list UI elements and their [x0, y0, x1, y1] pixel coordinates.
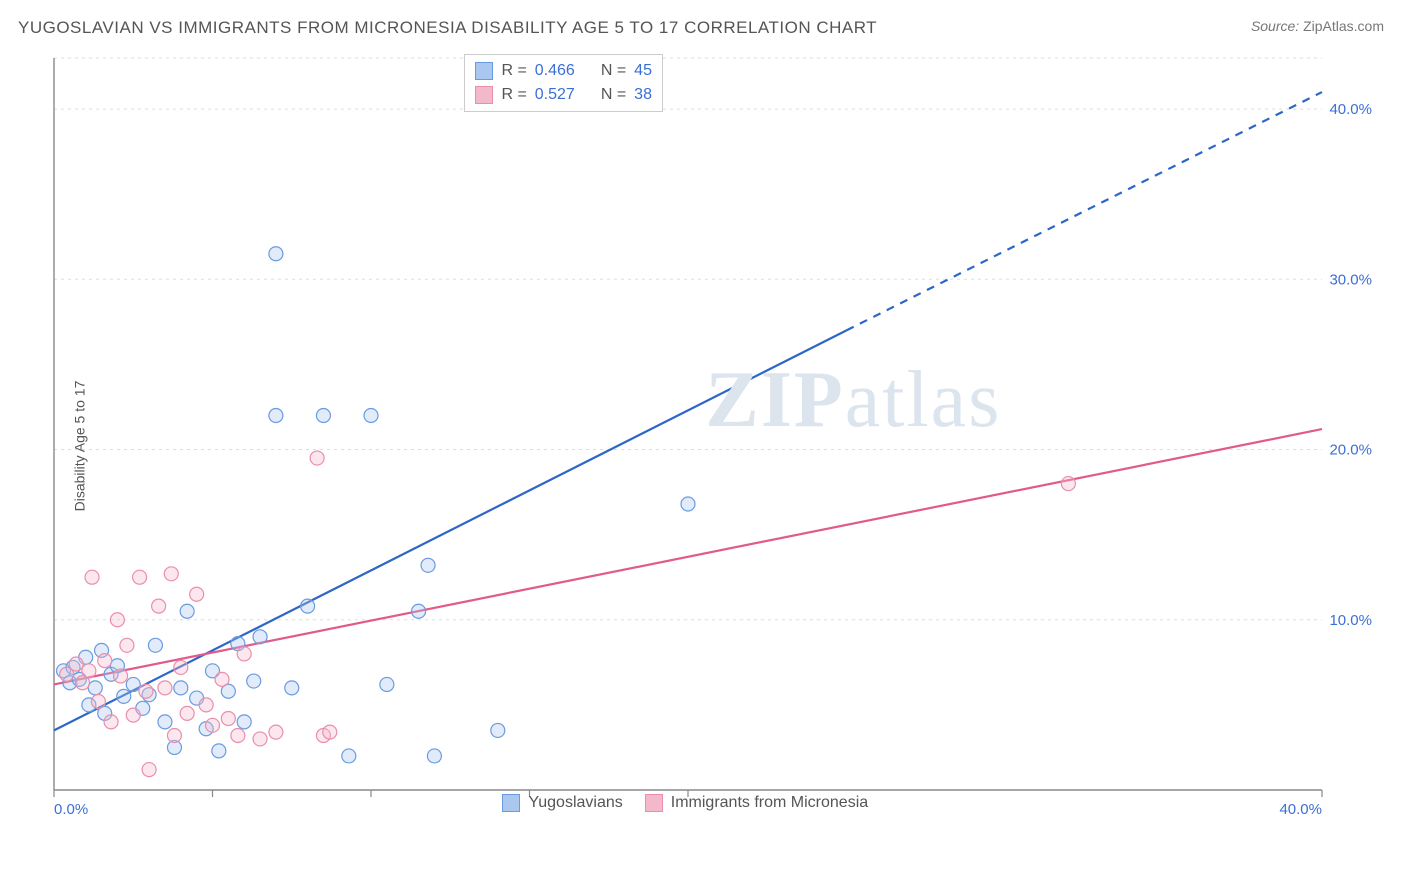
chart-container: YUGOSLAVIAN VS IMMIGRANTS FROM MICRONESI…	[0, 0, 1406, 892]
svg-text:30.0%: 30.0%	[1329, 271, 1372, 288]
svg-text:40.0%: 40.0%	[1279, 801, 1322, 818]
chart-title: YUGOSLAVIAN VS IMMIGRANTS FROM MICRONESI…	[18, 18, 877, 38]
stat-legend-row: R = 0.527 N = 38	[475, 83, 652, 107]
r-value: 0.527	[535, 83, 575, 107]
series-legend-label: Yugoslavians	[528, 794, 622, 812]
svg-text:10.0%: 10.0%	[1329, 612, 1372, 629]
source-attribution: Source: ZipAtlas.com	[1251, 18, 1384, 34]
r-value: 0.466	[535, 59, 575, 83]
source-value: ZipAtlas.com	[1303, 18, 1384, 34]
correlation-stats-legend: R = 0.466 N = 45 R = 0.527 N = 38	[464, 54, 663, 112]
legend-swatch	[645, 794, 663, 812]
scatter-plot: 0.0% 40.0% 10.0% 20.0% 30.0% 40.0%	[46, 48, 1382, 826]
r-label: R =	[501, 59, 526, 83]
stat-legend-row: R = 0.466 N = 45	[475, 59, 652, 83]
series-legend-item: Yugoslavians	[502, 794, 622, 812]
series-legend-label: Immigrants from Micronesia	[671, 794, 868, 812]
n-value: 38	[634, 83, 652, 107]
legend-swatch	[502, 794, 520, 812]
svg-text:0.0%: 0.0%	[54, 801, 88, 818]
n-value: 45	[634, 59, 652, 83]
source-label: Source:	[1251, 18, 1299, 34]
legend-swatch	[475, 86, 493, 104]
series-legend: Yugoslavians Immigrants from Micronesia	[502, 794, 868, 812]
svg-text:40.0%: 40.0%	[1329, 101, 1372, 118]
svg-text:20.0%: 20.0%	[1329, 442, 1372, 459]
r-label: R =	[501, 83, 526, 107]
legend-swatch	[475, 62, 493, 80]
n-label: N =	[601, 59, 626, 83]
n-label: N =	[601, 83, 626, 107]
series-legend-item: Immigrants from Micronesia	[645, 794, 868, 812]
